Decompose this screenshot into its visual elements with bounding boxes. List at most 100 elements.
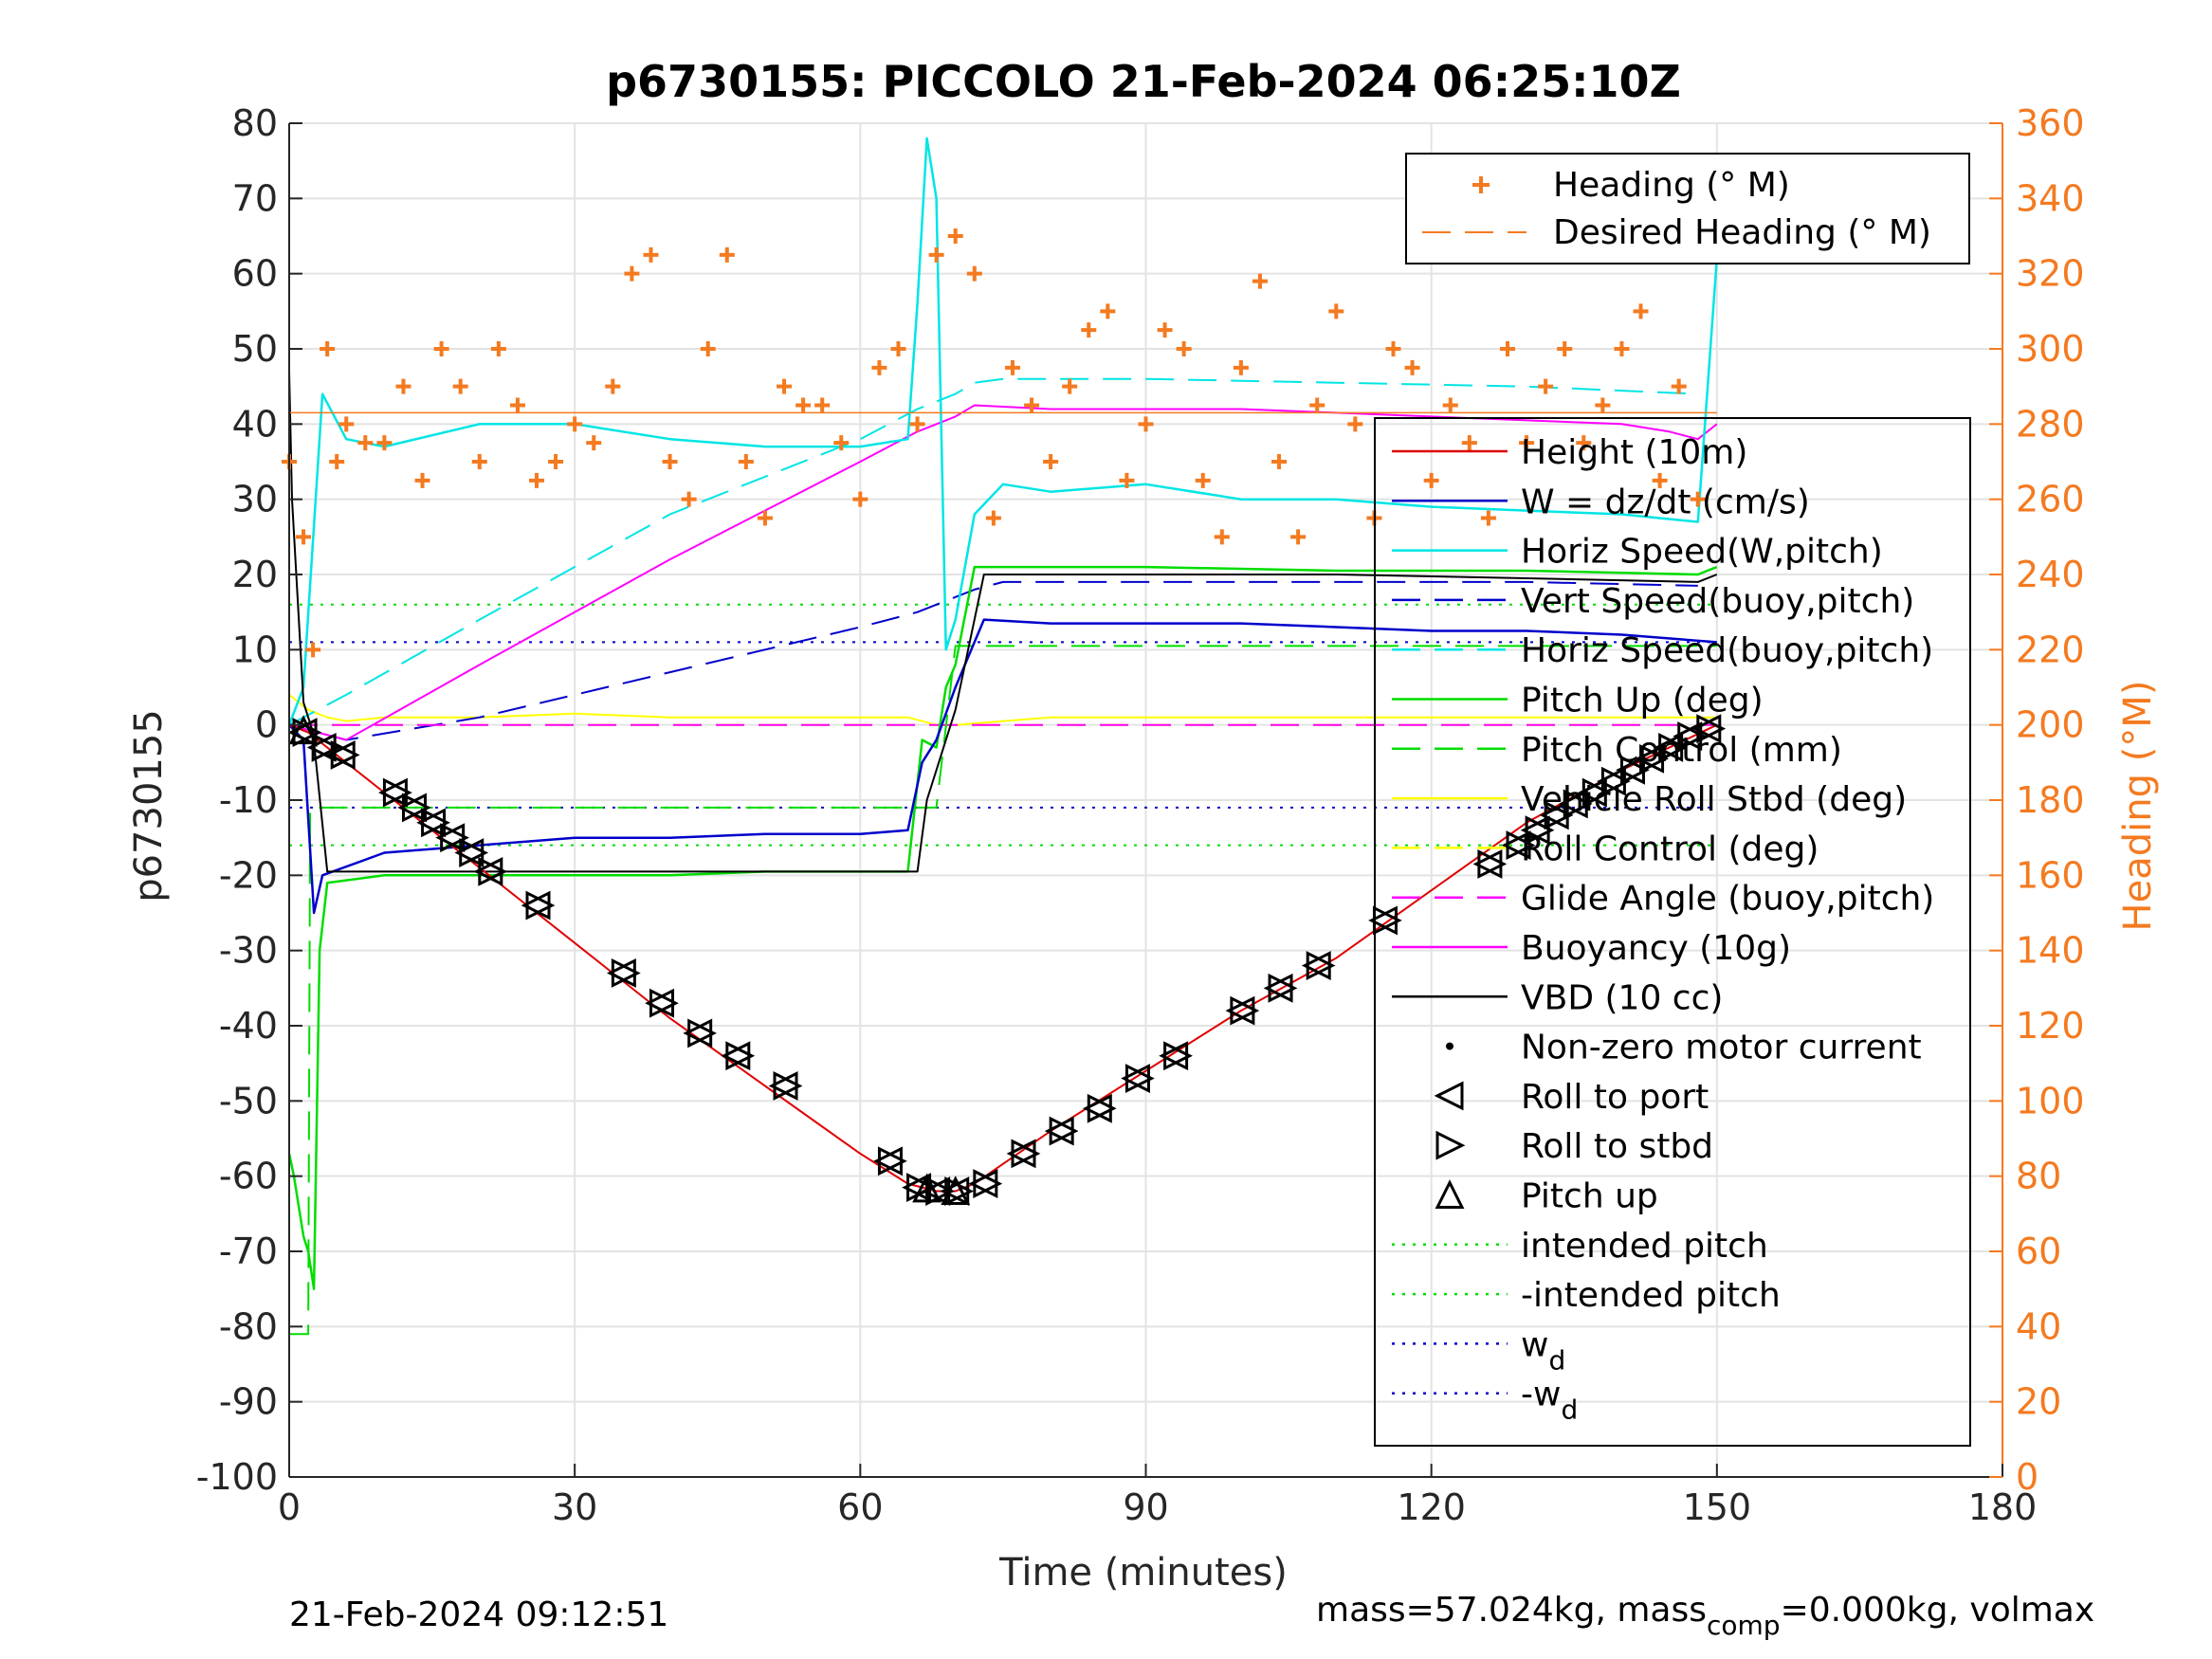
roll-stbd-marker	[1696, 714, 1727, 744]
heading-point	[490, 341, 506, 356]
heading-point	[1138, 416, 1154, 432]
y-tick-label: -10	[219, 779, 278, 821]
y-right-tick-label: 140	[2016, 930, 2085, 972]
mass-annotation-subscript: comp	[1707, 1610, 1781, 1641]
legend-label: -intended pitch	[1521, 1276, 1781, 1315]
heading-point	[1024, 397, 1040, 413]
y-tick-label: 50	[232, 328, 278, 370]
roll-stbd-marker	[525, 890, 556, 921]
y-tick-label: -20	[219, 854, 278, 896]
series-line-w-dz-dt-cm-s	[288, 618, 1717, 915]
y-right-tick-label: 360	[2016, 102, 2085, 144]
heading-point	[1195, 472, 1211, 488]
heading-point	[1538, 378, 1554, 394]
heading-point	[1290, 529, 1307, 545]
heading-point	[1100, 303, 1116, 319]
y-tick-label: -100	[196, 1456, 278, 1498]
y-axis-label: p6730155	[127, 709, 171, 902]
heading-point	[452, 378, 468, 394]
series-line-horiz-speed-buoy-pitch	[288, 377, 1698, 726]
roll-stbd-marker	[1619, 755, 1650, 785]
y-tick-label: 70	[232, 177, 278, 219]
pitch-up-marker	[941, 1176, 971, 1206]
roll-stbd-marker	[421, 808, 450, 838]
legend-label: Roll to port	[1521, 1078, 1709, 1117]
y-right-tick-label: 280	[2016, 403, 2085, 445]
y-axis-right-label: Heading (°M)	[2116, 681, 2160, 932]
heading-point	[1233, 359, 1249, 375]
y-right-tick-label: 20	[2016, 1381, 2061, 1423]
heading-point	[1557, 341, 1573, 356]
y-right-tick-label: 160	[2016, 854, 2085, 896]
x-tick-label: 0	[278, 1486, 301, 1528]
heading-point	[700, 341, 716, 356]
y-right-tick-label: 260	[2016, 479, 2085, 520]
legend-heading-swatch	[1472, 176, 1490, 193]
heading-markers	[282, 228, 1725, 658]
roll-stbd-marker	[478, 856, 508, 886]
heading-point	[338, 416, 355, 432]
heading-point	[605, 378, 621, 394]
legend-label: Vert Speed(buoy,pitch)	[1521, 582, 1914, 621]
legend-label-main: w	[1521, 1325, 1548, 1364]
heading-point	[909, 416, 925, 432]
heading-point	[1043, 454, 1059, 469]
heading-point	[586, 435, 602, 451]
roll-stbd-marker	[1049, 1116, 1079, 1146]
roll-stbd-marker	[925, 1176, 955, 1206]
roll-stbd-marker	[1563, 789, 1593, 819]
roll-stbd-marker	[877, 1146, 907, 1176]
roll-stbd-marker	[906, 1173, 936, 1202]
legend-top-label: Heading (° M)	[1553, 166, 1790, 205]
legend-main-box	[1374, 417, 1971, 1447]
heading-point	[852, 491, 868, 507]
y-tick-label: -70	[219, 1231, 278, 1272]
legend-top: Heading (° M) Desired Heading (° M)	[1405, 153, 1970, 264]
legend-label: Pitch Up (deg)	[1521, 682, 1764, 720]
heading-point	[681, 491, 697, 507]
heading-point	[947, 228, 963, 244]
y-right-tick-label: 80	[2016, 1156, 2061, 1197]
timestamp-annotation: 21-Feb-2024 09:12:51	[289, 1595, 668, 1634]
heading-point	[320, 341, 336, 356]
y-right-tick-label: 200	[2016, 704, 2085, 746]
series-line-vehicle-roll-stbd-deg	[288, 694, 1717, 726]
roll-stbd-marker	[1011, 1139, 1041, 1169]
y-tick-label: -60	[219, 1156, 278, 1197]
y-right-tick-label: 300	[2016, 328, 2085, 370]
y-tick-label: 20	[232, 554, 278, 595]
heading-point	[1519, 435, 1535, 451]
legend-label: wd	[1521, 1325, 1565, 1376]
heading-point	[357, 435, 374, 451]
legend-top-box	[1405, 153, 1970, 264]
roll-stbd-marker	[1268, 973, 1298, 1003]
roll-stbd-marker	[1230, 995, 1260, 1026]
roll-stbd-marker	[725, 1041, 756, 1071]
legend-label: W = dz/dt (cm/s)	[1521, 483, 1810, 521]
heading-point	[1081, 322, 1097, 338]
y-tick-label: 60	[232, 253, 278, 295]
roll-stbd-marker	[402, 793, 431, 823]
y-right-tick-label: 240	[2016, 554, 2085, 595]
heading-point	[567, 416, 583, 432]
chart-title: p6730155: PICCOLO 21-Feb-2024 06:25:10Z	[606, 56, 1681, 107]
legend-label-main: -w	[1521, 1376, 1561, 1414]
heading-point	[966, 265, 982, 282]
heading-point	[548, 454, 564, 469]
x-tick-label: 150	[1683, 1486, 1752, 1528]
heading-point	[624, 265, 640, 282]
legend-label: Vehicle Roll Stbd (deg)	[1521, 780, 1907, 819]
roll-stbd-marker	[611, 958, 641, 988]
heading-point	[1119, 472, 1135, 488]
plot-area	[282, 137, 1727, 1336]
y-right-tick-label: 220	[2016, 629, 2085, 670]
roll-stbd-marker	[382, 777, 412, 808]
heading-point	[985, 510, 1001, 526]
roll-stbd-marker	[330, 739, 360, 770]
heading-point	[376, 435, 393, 451]
series-line-vert-speed-buoy-pitch	[288, 580, 1698, 741]
heading-point	[305, 642, 321, 658]
roll-stbd-marker	[1639, 743, 1669, 774]
